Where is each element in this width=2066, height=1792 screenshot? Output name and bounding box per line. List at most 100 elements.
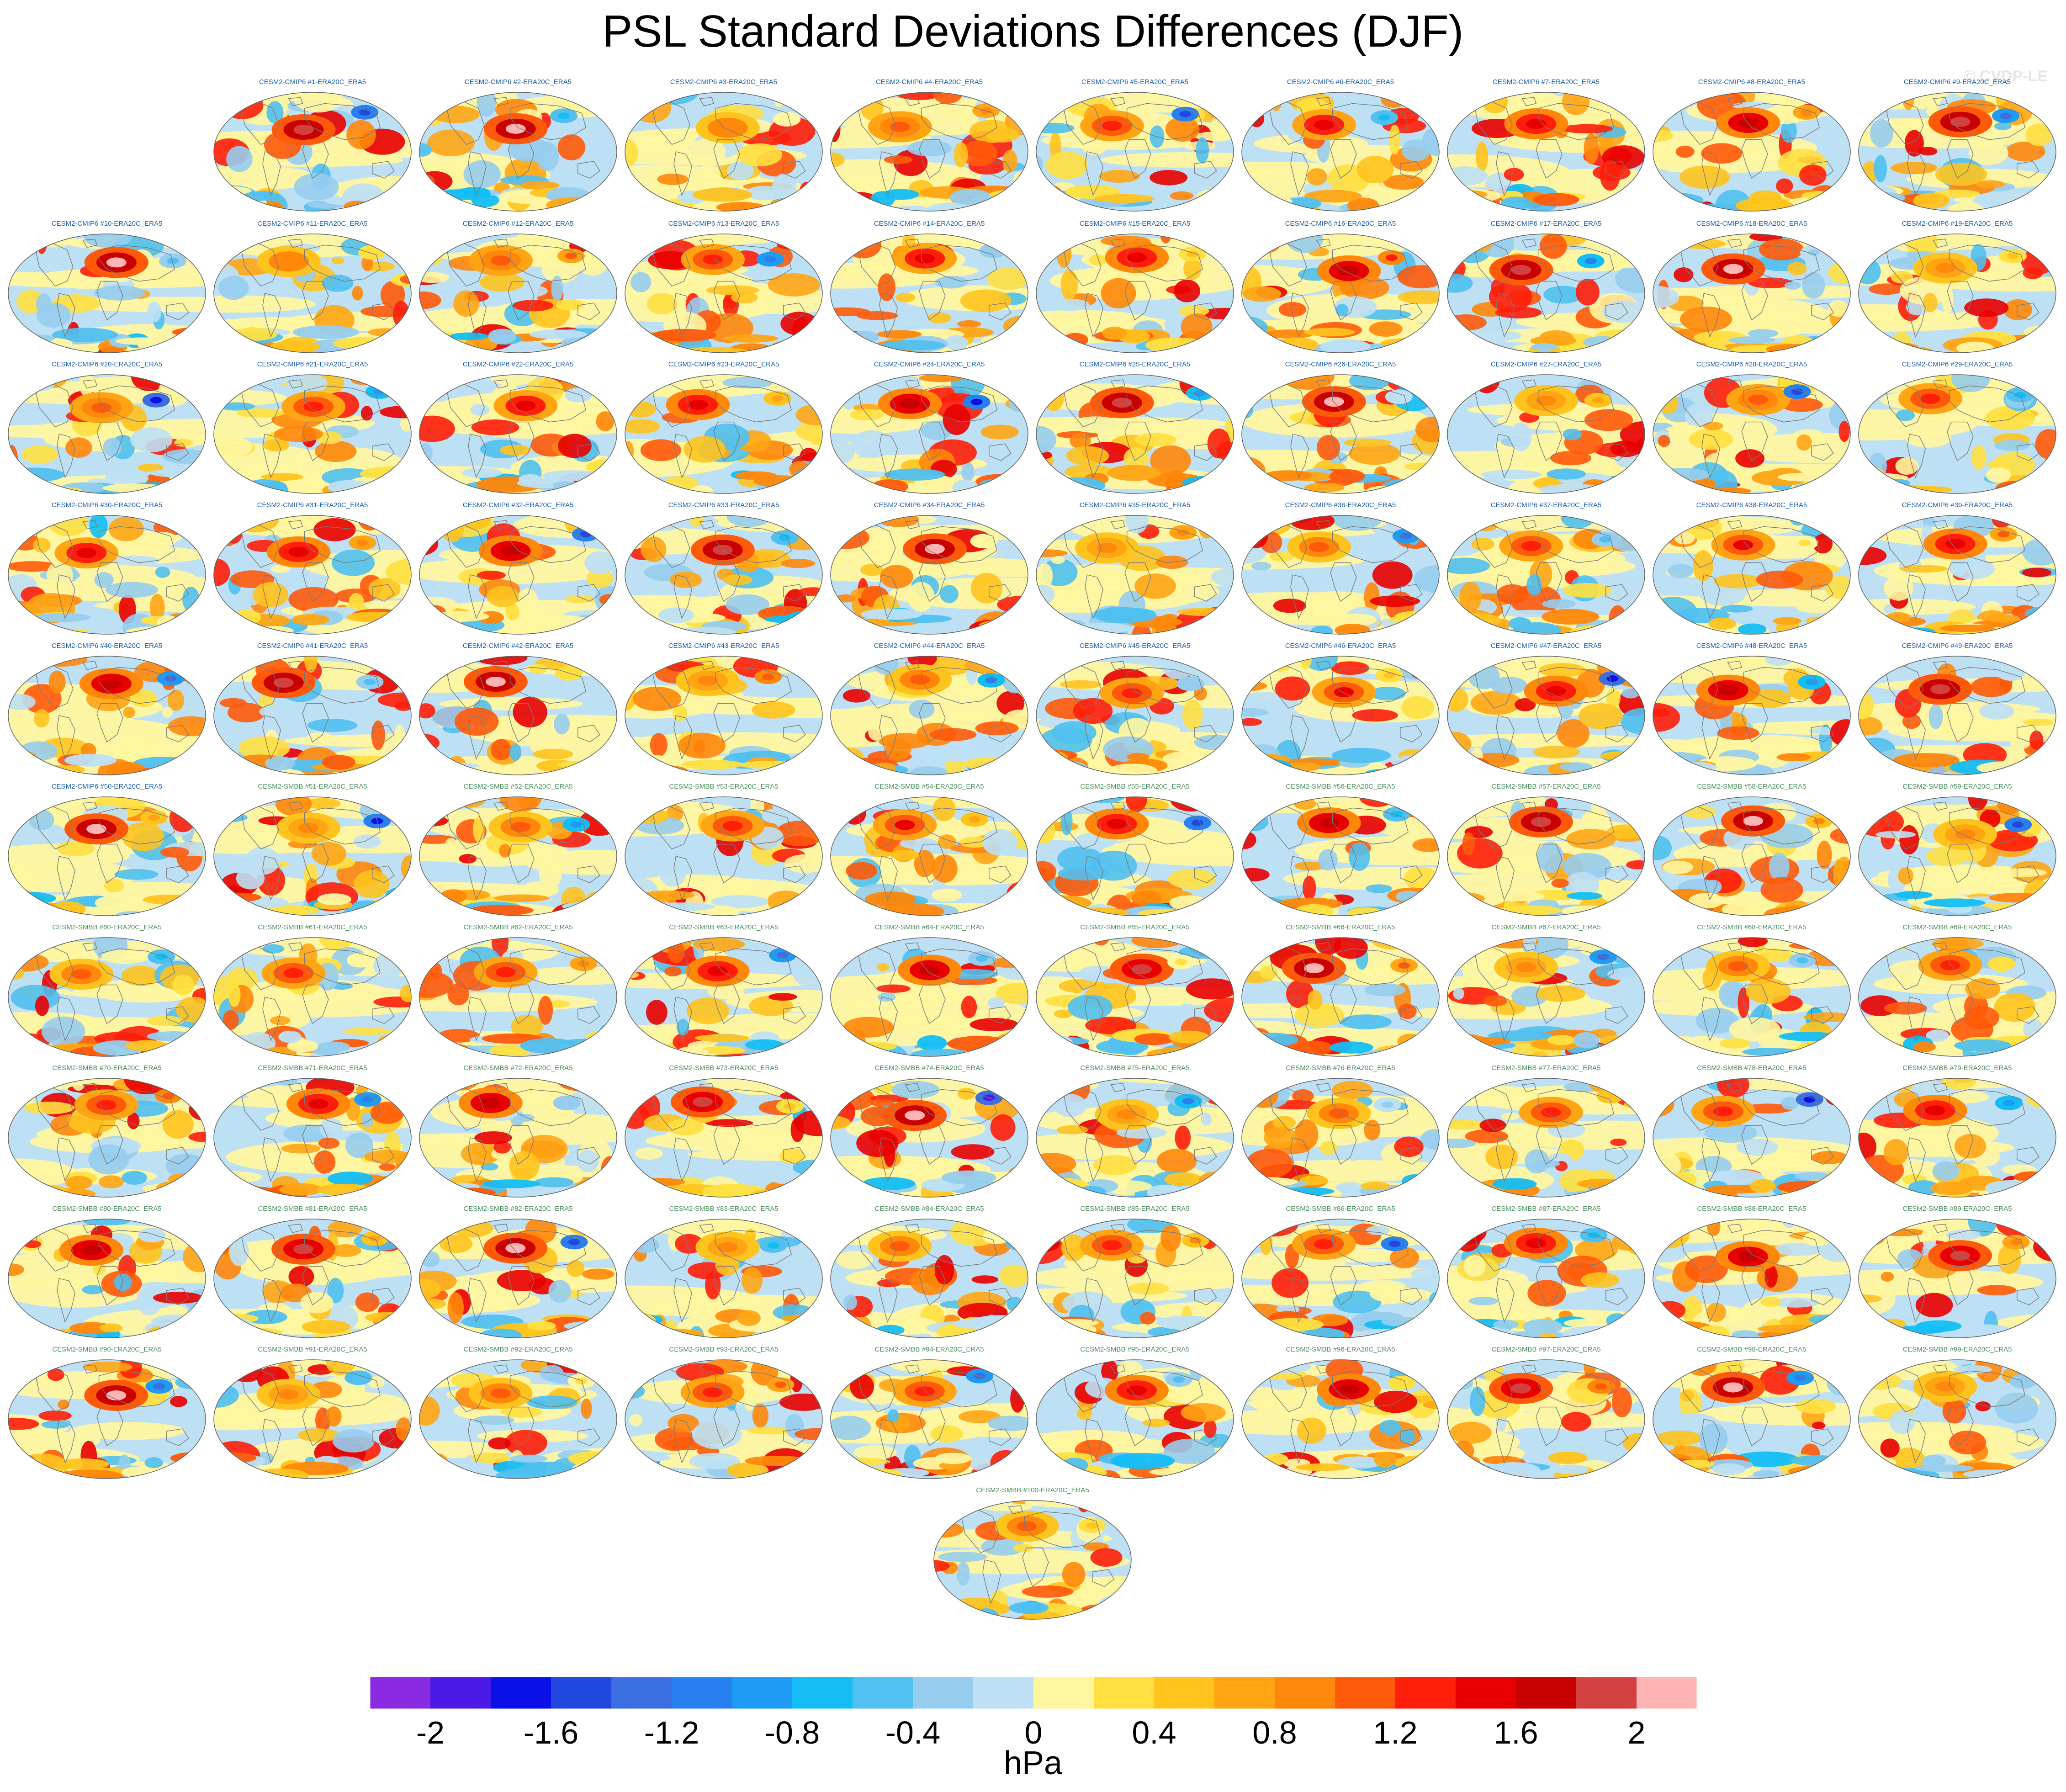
map-frame <box>830 1219 1028 1338</box>
map-frame <box>1036 937 1234 1057</box>
map-frame <box>1241 1219 1440 1338</box>
map-frame <box>419 1359 617 1479</box>
panel-title: CESM2-SMBB #90-ERA20C_ERA5 <box>52 1346 161 1353</box>
map-panel: CESM2-CMIP6 #11-ERA20C_ERA5 <box>213 220 412 353</box>
panel-title: CESM2-CMIP6 #42-ERA20C_ERA5 <box>463 642 574 650</box>
panel-title: CESM2-CMIP6 #21-ERA20C_ERA5 <box>257 361 368 368</box>
panel-title: CESM2-CMIP6 #27-ERA20C_ERA5 <box>1491 361 1602 368</box>
map-frame <box>1653 796 1851 916</box>
panel-title: CESM2-CMIP6 #32-ERA20C_ERA5 <box>463 501 574 509</box>
map-panel: CESM2-SMBB #56-ERA20C_ERA5 <box>1241 783 1440 916</box>
panel-title: CESM2-CMIP6 #24-ERA20C_ERA5 <box>874 361 985 368</box>
panel-title: CESM2-CMIP6 #46-ERA20C_ERA5 <box>1285 642 1396 650</box>
panel-title: CESM2-CMIP6 #7-ERA20C_ERA5 <box>1493 78 1600 86</box>
panel-title: CESM2-SMBB #95-ERA20C_ERA5 <box>1080 1346 1189 1353</box>
map-frame <box>419 233 617 353</box>
panel-title: CESM2-CMIP6 #10-ERA20C_ERA5 <box>52 220 163 228</box>
panel-title: CESM2-CMIP6 #17-ERA20C_ERA5 <box>1491 220 1602 228</box>
map-frame <box>1036 1219 1234 1338</box>
panel-title: CESM2-SMBB #79-ERA20C_ERA5 <box>1902 1064 2012 1072</box>
panel-title: CESM2-CMIP6 #29-ERA20C_ERA5 <box>1902 361 2013 368</box>
panel-title: CESM2-CMIP6 #45-ERA20C_ERA5 <box>1080 642 1191 650</box>
map-panel: CESM2-SMBB #55-ERA20C_ERA5 <box>1036 783 1234 916</box>
map-frame <box>1036 1359 1234 1479</box>
map-frame <box>8 374 206 494</box>
map-panel: CESM2-SMBB #63-ERA20C_ERA5 <box>625 923 823 1057</box>
panel-title: CESM2-CMIP6 #5-ERA20C_ERA5 <box>1081 78 1188 86</box>
map-panel: CESM2-SMBB #65-ERA20C_ERA5 <box>1036 923 1234 1057</box>
panel-title: CESM2-CMIP6 #40-ERA20C_ERA5 <box>52 642 163 650</box>
anomaly-field <box>1447 1360 1645 1479</box>
panel-title: CESM2-SMBB #74-ERA20C_ERA5 <box>874 1064 984 1072</box>
anomaly-field <box>419 1219 617 1338</box>
map-panel: CESM2-SMBB #69-ERA20C_ERA5 <box>1858 923 2056 1057</box>
panel-title: CESM2-CMIP6 #38-ERA20C_ERA5 <box>1696 501 1807 509</box>
panel-title: CESM2-SMBB #68-ERA20C_ERA5 <box>1697 923 1806 931</box>
map-frame <box>1653 656 1851 775</box>
map-frame <box>8 515 206 635</box>
map-frame <box>625 1078 823 1198</box>
map-frame <box>1241 374 1440 494</box>
panel-title: CESM2-CMIP6 #9-ERA20C_ERA5 <box>1904 78 2011 86</box>
map-frame <box>213 937 412 1057</box>
map-frame <box>1858 233 2056 353</box>
map-frame <box>625 374 823 494</box>
panel-title: CESM2-SMBB #65-ERA20C_ERA5 <box>1080 923 1189 931</box>
anomaly-field <box>1447 515 1645 634</box>
panel-title: CESM2-SMBB #97-ERA20C_ERA5 <box>1491 1346 1600 1353</box>
panel-title: CESM2-SMBB #52-ERA20C_ERA5 <box>463 783 572 790</box>
panel-title: CESM2-SMBB #85-ERA20C_ERA5 <box>1080 1205 1189 1213</box>
panel-title: CESM2-SMBB #94-ERA20C_ERA5 <box>874 1346 984 1353</box>
panel-title: CESM2-CMIP6 #44-ERA20C_ERA5 <box>874 642 985 650</box>
panel-title: CESM2-CMIP6 #16-ERA20C_ERA5 <box>1285 220 1396 228</box>
map-frame <box>213 233 412 353</box>
panel-title: CESM2-SMBB #60-ERA20C_ERA5 <box>52 923 161 931</box>
map-frame <box>1858 656 2056 775</box>
panel-title: CESM2-CMIP6 #50-ERA20C_ERA5 <box>52 783 163 790</box>
map-frame <box>1447 233 1645 353</box>
map-frame <box>213 796 412 916</box>
map-panel: CESM2-CMIP6 #8-ERA20C_ERA5 <box>1653 78 1851 212</box>
map-panel: CESM2-SMBB #100-ERA20C_ERA5 <box>933 1486 1132 1620</box>
anomaly-field <box>1653 92 1850 211</box>
panel-title: CESM2-SMBB #54-ERA20C_ERA5 <box>874 783 984 790</box>
panel-title: CESM2-CMIP6 #3-ERA20C_ERA5 <box>670 78 777 86</box>
map-frame <box>213 1219 412 1338</box>
panel-title: CESM2-SMBB #83-ERA20C_ERA5 <box>669 1205 778 1213</box>
panel-title: CESM2-CMIP6 #2-ERA20C_ERA5 <box>465 78 572 86</box>
map-frame <box>1858 374 2056 494</box>
map-frame <box>830 656 1028 775</box>
map-frame <box>830 1078 1028 1198</box>
map-frame <box>1447 1359 1645 1479</box>
map-frame <box>830 515 1028 635</box>
panel-title: CESM2-SMBB #66-ERA20C_ERA5 <box>1286 923 1395 931</box>
panel-title: CESM2-CMIP6 #8-ERA20C_ERA5 <box>1698 78 1805 86</box>
anomaly-field <box>214 234 411 353</box>
map-frame <box>625 656 823 775</box>
map-frame <box>830 937 1028 1057</box>
map-frame <box>1241 92 1440 212</box>
map-panel: CESM2-SMBB #91-ERA20C_ERA5 <box>213 1346 412 1479</box>
panel-title: CESM2-SMBB #58-ERA20C_ERA5 <box>1697 783 1806 790</box>
map-panel: CESM2-SMBB #57-ERA20C_ERA5 <box>1447 783 1645 916</box>
map-frame <box>1036 1078 1234 1198</box>
panel-title: CESM2-SMBB #69-ERA20C_ERA5 <box>1902 923 2012 931</box>
map-frame <box>419 656 617 775</box>
map-panel: CESM2-CMIP6 #3-ERA20C_ERA5 <box>625 78 823 212</box>
map-frame <box>419 374 617 494</box>
map-frame <box>213 92 412 212</box>
anomaly-field <box>934 1500 1131 1619</box>
map-frame <box>419 1219 617 1338</box>
anomaly-field <box>1447 656 1645 775</box>
map-panel: CESM2-CMIP6 #13-ERA20C_ERA5 <box>625 220 823 353</box>
panel-title: CESM2-SMBB #88-ERA20C_ERA5 <box>1697 1205 1806 1213</box>
panel-title: CESM2-CMIP6 #14-ERA20C_ERA5 <box>874 220 985 228</box>
panel-title: CESM2-CMIP6 #31-ERA20C_ERA5 <box>257 501 368 509</box>
panel-title: CESM2-CMIP6 #39-ERA20C_ERA5 <box>1902 501 2013 509</box>
map-frame <box>1241 1078 1440 1198</box>
panel-title: CESM2-SMBB #51-ERA20C_ERA5 <box>258 783 367 790</box>
map-panel: CESM2-CMIP6 #20-ERA20C_ERA5 <box>8 361 206 494</box>
anomaly-field <box>1859 515 2056 634</box>
panel-title: CESM2-CMIP6 #1-ERA20C_ERA5 <box>259 78 366 86</box>
